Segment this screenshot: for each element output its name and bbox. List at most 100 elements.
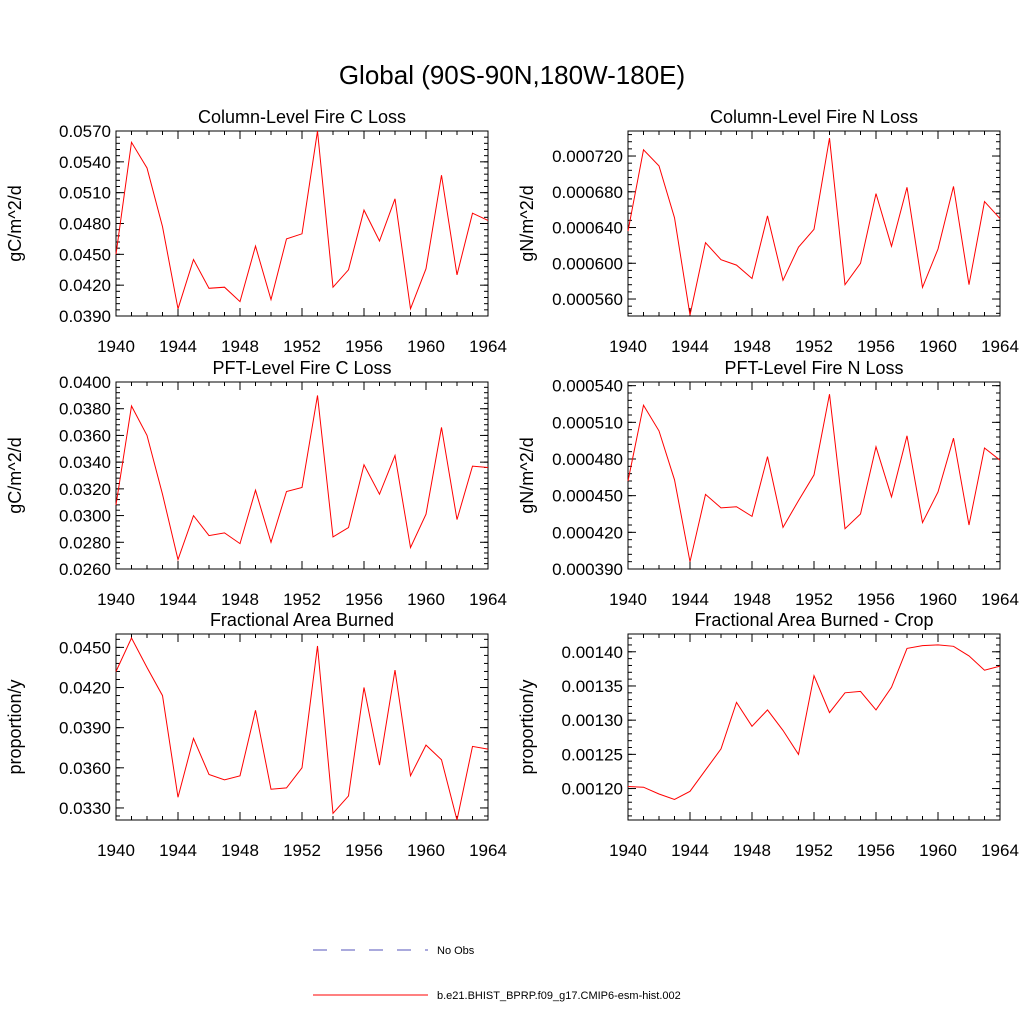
x-tick-label: 1964 (981, 841, 1019, 860)
y-tick-label: 0.0420 (59, 679, 111, 698)
x-tick-label: 1964 (469, 590, 507, 609)
x-tick-label: 1960 (919, 337, 957, 356)
y-tick-label: 0.000450 (552, 487, 623, 506)
x-tick-label: 1964 (981, 590, 1019, 609)
x-tick-label: 1964 (469, 841, 507, 860)
x-tick-label: 1960 (407, 337, 445, 356)
y-axis-label: proportion/y (5, 679, 25, 774)
y-tick-label: 0.0450 (59, 245, 111, 264)
y-tick-label: 0.000390 (552, 560, 623, 579)
y-tick-label: 0.000420 (552, 523, 623, 542)
x-tick-label: 1956 (345, 590, 383, 609)
x-tick-label: 1952 (283, 337, 321, 356)
x-tick-label: 1948 (221, 841, 259, 860)
y-tick-label: 0.0400 (59, 373, 111, 392)
panel-title: Fractional Area Burned (210, 610, 394, 630)
y-tick-label: 0.0510 (59, 184, 111, 203)
y-tick-label: 0.0390 (59, 307, 111, 326)
x-tick-label: 1952 (283, 841, 321, 860)
x-tick-label: 1952 (795, 337, 833, 356)
plot-frame (115, 130, 489, 317)
figure-title: Global (90S-90N,180W-180E) (339, 60, 685, 90)
y-tick-label: 0.0540 (59, 153, 111, 172)
y-axis-label: gC/m^2/d (5, 437, 25, 513)
y-tick-label: 0.000510 (552, 413, 623, 432)
x-tick-label: 1960 (407, 841, 445, 860)
x-tick-label: 1940 (609, 590, 647, 609)
y-tick-label: 0.00130 (562, 711, 623, 730)
x-tick-label: 1956 (857, 590, 895, 609)
x-tick-label: 1956 (345, 337, 383, 356)
panel-6: Fractional Area Burned - Crop proportion/… (517, 610, 1019, 860)
panel-title: Column-Level Fire N Loss (710, 107, 918, 127)
panel-title: PFT-Level Fire C Loss (212, 358, 391, 378)
x-tick-label: 1956 (857, 841, 895, 860)
y-axis-label: gN/m^2/d (517, 185, 537, 261)
x-tick-label: 1956 (345, 841, 383, 860)
x-tick-label: 1948 (733, 590, 771, 609)
panel-5: Fractional Area Burned proportion/y 0.0330… (5, 610, 507, 860)
y-tick-label: 0.0330 (59, 799, 111, 818)
series-line (627, 138, 1001, 316)
x-tick-label: 1944 (159, 841, 197, 860)
y-tick-label: 0.0340 (59, 453, 111, 472)
y-tick-label: 0.000560 (552, 290, 623, 309)
panel-title: Fractional Area Burned - Crop (694, 610, 933, 630)
y-tick-label: 0.00120 (562, 780, 623, 799)
legend: No Obs b.e21.BHIST_BPRP.f09_g17.CMIP6-es… (313, 945, 681, 1002)
legend-model-label: b.e21.BHIST_BPRP.f09_g17.CMIP6-esm-hist.… (437, 990, 681, 1002)
y-tick-label: 0.00140 (562, 643, 623, 662)
y-tick-label: 0.0360 (59, 426, 111, 445)
x-tick-label: 1948 (733, 337, 771, 356)
y-tick-label: 0.000600 (552, 254, 623, 273)
y-axis-label: proportion/y (517, 679, 537, 774)
x-tick-label: 1944 (159, 590, 197, 609)
x-tick-label: 1948 (221, 590, 259, 609)
panel-title: PFT-Level Fire N Loss (724, 358, 903, 378)
panel-3: PFT-Level Fire C Loss gC/m^2/d 0.0260 0.028… (5, 358, 507, 609)
y-tick-label: 0.000640 (552, 219, 623, 238)
plot-frame (115, 633, 489, 821)
plot-frame (627, 633, 1001, 821)
y-tick-label: 0.000480 (552, 450, 623, 469)
plot-frame (115, 381, 489, 570)
x-tick-label: 1940 (97, 337, 135, 356)
x-tick-label: 1940 (609, 841, 647, 860)
y-tick-label: 0.000680 (552, 183, 623, 202)
x-tick-label: 1944 (671, 590, 709, 609)
series-line (115, 636, 489, 821)
x-tick-label: 1964 (981, 337, 1019, 356)
x-tick-label: 1952 (795, 841, 833, 860)
y-tick-label: 0.0450 (59, 638, 111, 657)
x-tick-label: 1952 (283, 590, 321, 609)
series-line (115, 395, 489, 562)
y-tick-label: 0.0360 (59, 759, 111, 778)
y-tick-label: 0.0480 (59, 215, 111, 234)
y-tick-label: 0.0280 (59, 533, 111, 552)
x-tick-label: 1948 (733, 841, 771, 860)
x-tick-label: 1952 (795, 590, 833, 609)
x-tick-label: 1944 (159, 337, 197, 356)
y-tick-label: 0.00125 (562, 745, 623, 764)
y-axis-label: gN/m^2/d (517, 437, 537, 513)
x-tick-label: 1940 (97, 590, 135, 609)
y-tick-label: 0.00135 (562, 677, 623, 696)
y-tick-label: 0.0420 (59, 276, 111, 295)
y-tick-label: 0.0300 (59, 507, 111, 526)
panel-2: Column-Level Fire N Loss gN/m^2/d 0.000560… (517, 107, 1019, 356)
legend-obs-label: No Obs (437, 945, 475, 957)
x-tick-label: 1940 (609, 337, 647, 356)
y-tick-label: 0.0570 (59, 122, 111, 141)
x-tick-label: 1940 (97, 841, 135, 860)
x-tick-label: 1964 (469, 337, 507, 356)
panels: Column-Level Fire C Loss gC/m^2/d 0.0390 0.… (5, 107, 1019, 860)
series-line (115, 130, 489, 311)
y-tick-label: 0.0390 (59, 719, 111, 738)
y-tick-label: 0.0380 (59, 400, 111, 419)
x-tick-label: 1960 (919, 841, 957, 860)
x-tick-label: 1956 (857, 337, 895, 356)
x-tick-label: 1948 (221, 337, 259, 356)
series-line (627, 644, 1001, 801)
x-tick-label: 1944 (671, 337, 709, 356)
